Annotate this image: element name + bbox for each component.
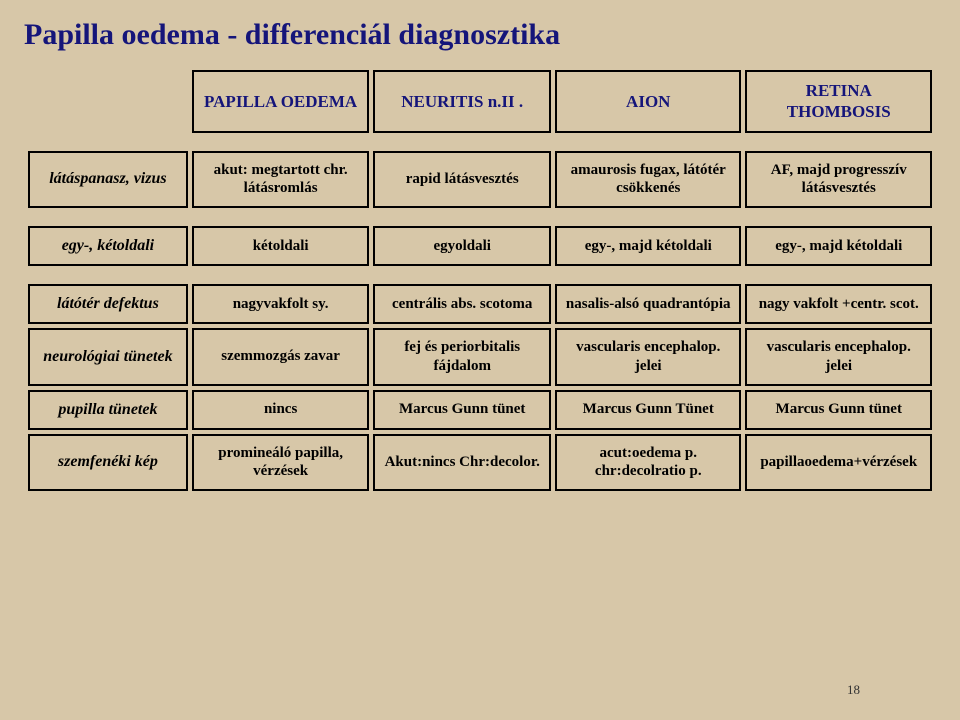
row-label: pupilla tünetek: [28, 390, 188, 430]
cell: nagyvakfolt sy.: [192, 284, 370, 324]
header-c2: NEURITIS n.II .: [373, 70, 551, 133]
table-row: látáspanasz, vizus akut: megtartott chr.…: [28, 151, 932, 209]
cell: papillaoedema+vérzések: [745, 434, 932, 492]
cell: Akut:nincs Chr:decolor.: [373, 434, 551, 492]
header-c3: AION: [555, 70, 741, 133]
table-row: pupilla tünetek nincs Marcus Gunn tünet …: [28, 390, 932, 430]
row-label: látótér defektus: [28, 284, 188, 324]
cell: AF, majd progresszív látásvesztés: [745, 151, 932, 209]
table-row: egy-, kétoldali kétoldali egyoldali egy-…: [28, 226, 932, 266]
cell: fej és periorbitalis fájdalom: [373, 328, 551, 386]
cell: egy-, majd kétoldali: [555, 226, 741, 266]
table-row: neurológiai tünetek szemmozgás zavar fej…: [28, 328, 932, 386]
cell: Marcus Gunn tünet: [373, 390, 551, 430]
cell: akut: megtartott chr. látásromlás: [192, 151, 370, 209]
table-row: szemfenéki kép promineáló papilla, vérzé…: [28, 434, 932, 492]
cell: Marcus Gunn Tünet: [555, 390, 741, 430]
header-empty: [28, 70, 188, 133]
table-header-row: PAPILLA OEDEMA NEURITIS n.II . AION RETI…: [28, 70, 932, 133]
cell: acut:oedema p. chr:decolratio p.: [555, 434, 741, 492]
cell: kétoldali: [192, 226, 370, 266]
row-label: egy-, kétoldali: [28, 226, 188, 266]
cell: nagy vakfolt +centr. scot.: [745, 284, 932, 324]
cell: amaurosis fugax, látótér csökkenés: [555, 151, 741, 209]
cell: egy-, majd kétoldali: [745, 226, 932, 266]
cell: centrális abs. scotoma: [373, 284, 551, 324]
cell: egyoldali: [373, 226, 551, 266]
page-number: 18: [847, 682, 860, 698]
cell: vascularis encephalop. jelei: [555, 328, 741, 386]
header-c4: RETINA THOMBOSIS: [745, 70, 932, 133]
cell: promineáló papilla, vérzések: [192, 434, 370, 492]
diagnosis-table: PAPILLA OEDEMA NEURITIS n.II . AION RETI…: [24, 66, 936, 495]
row-label: neurológiai tünetek: [28, 328, 188, 386]
cell: szemmozgás zavar: [192, 328, 370, 386]
cell: Marcus Gunn tünet: [745, 390, 932, 430]
cell: nasalis-alsó quadrantópia: [555, 284, 741, 324]
table-row: látótér defektus nagyvakfolt sy. centrál…: [28, 284, 932, 324]
cell: vascularis encephalop. jelei: [745, 328, 932, 386]
header-c1: PAPILLA OEDEMA: [192, 70, 370, 133]
row-label: szemfenéki kép: [28, 434, 188, 492]
cell: nincs: [192, 390, 370, 430]
slide-title: Papilla oedema - differenciál diagnoszti…: [24, 18, 936, 52]
row-label: látáspanasz, vizus: [28, 151, 188, 209]
cell: rapid látásvesztés: [373, 151, 551, 209]
